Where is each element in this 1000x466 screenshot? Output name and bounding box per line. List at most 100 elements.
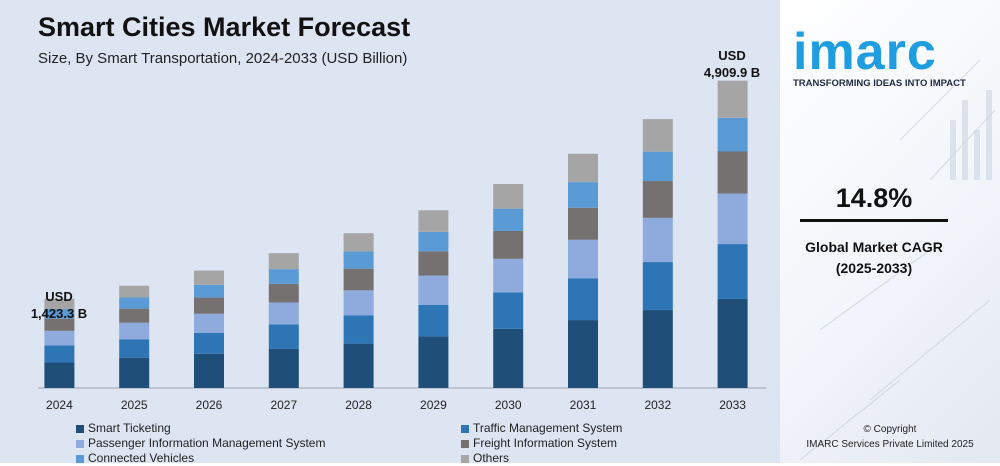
bar-segment-2031-0 — [568, 320, 598, 388]
chart-title: Smart Cities Market Forecast — [38, 12, 411, 42]
bar-segment-2033-5 — [717, 80, 748, 118]
legend-item: Connected Vehicles — [76, 451, 461, 466]
bar-segment-2029-2 — [418, 275, 449, 305]
bar-segment-2030-1 — [493, 292, 524, 329]
bar-segment-2025-5 — [119, 285, 150, 298]
legend-label: Others — [473, 451, 510, 465]
copyright-line1: © Copyright — [863, 424, 917, 435]
bar-segment-2027-0 — [268, 348, 299, 388]
legend-label: Smart Ticketing — [88, 421, 171, 435]
bar-segment-2032-1 — [642, 262, 673, 311]
start-annotation-line2: 1,423.3 B — [31, 306, 87, 321]
legend-label: Freight Information System — [473, 436, 618, 450]
bar-segment-2030-3 — [493, 230, 524, 259]
bar-segment-2024-2 — [44, 330, 75, 346]
bar-segment-2033-2 — [717, 193, 748, 245]
x-tick-label: 2024 — [46, 398, 73, 412]
brand-tagline: TRANSFORMING IDEAS INTO IMPACT — [793, 78, 966, 89]
bar-segment-2033-3 — [717, 151, 748, 194]
bar-segment-2027-3 — [268, 283, 299, 303]
bar-segment-2027-5 — [268, 253, 299, 270]
legend-swatch — [76, 439, 84, 448]
bar-segment-2032-0 — [642, 310, 673, 388]
bar-segment-2027-1 — [268, 324, 299, 349]
bar-segment-2028-3 — [343, 268, 374, 291]
bar-segment-2024-0 — [44, 362, 75, 388]
bar-segment-2024-4 — [44, 308, 75, 319]
legend-item: Others — [461, 451, 761, 466]
bar-stacks — [44, 80, 748, 388]
imarc-logo: imarc — [793, 23, 937, 81]
bar-segment-2032-3 — [642, 181, 673, 218]
bar-segment-2028-5 — [343, 233, 374, 252]
start-annotation-line1: USD — [45, 289, 72, 304]
legend-label: Traffic Management System — [473, 421, 623, 435]
bar-segment-2026-0 — [194, 353, 224, 388]
x-tick-label: 2030 — [495, 398, 522, 412]
bar-segment-2031-3 — [568, 207, 598, 240]
bar-segment-2032-5 — [642, 119, 673, 152]
x-tick-label: 2031 — [570, 398, 597, 412]
bar-segment-2031-4 — [568, 182, 598, 208]
x-tick-label: 2029 — [420, 398, 447, 412]
end-annotation-line2: 4,909.9 B — [704, 65, 760, 80]
legend-label: Passenger Information Management System — [88, 436, 326, 450]
legend-swatch — [76, 454, 84, 463]
bar-segment-2028-4 — [343, 251, 374, 269]
copyright-line2: IMARC Services Private Limited 2025 — [806, 439, 974, 450]
bar-segment-2032-4 — [642, 151, 673, 182]
bar-segment-2030-5 — [493, 183, 524, 209]
bar-segment-2024-5 — [44, 298, 75, 309]
bar-segment-2033-4 — [717, 117, 748, 152]
cagr-label-line1: Global Market CAGR — [805, 239, 943, 255]
bar-segment-2030-4 — [493, 208, 524, 231]
bar-segment-2029-4 — [418, 231, 449, 252]
bar-segment-2029-3 — [418, 251, 449, 276]
side-panel — [780, 0, 1000, 463]
bar-segment-2026-1 — [194, 332, 224, 354]
bar-segment-2026-2 — [194, 313, 224, 333]
bar-segment-2025-3 — [119, 308, 150, 323]
bar-segment-2024-3 — [44, 318, 75, 331]
background-decoration — [799, 59, 996, 461]
bar-segment-2032-2 — [642, 217, 673, 263]
bar-segment-2028-0 — [343, 343, 374, 388]
bar-segment-2031-5 — [568, 153, 598, 183]
bar-segment-2024-1 — [44, 345, 75, 363]
bar-segment-2025-0 — [119, 357, 150, 388]
x-tick-label: 2028 — [345, 398, 372, 412]
bar-segment-2029-1 — [418, 304, 449, 337]
legend-swatch — [76, 424, 84, 433]
bar-segment-2026-4 — [194, 284, 224, 298]
bar-segment-2030-2 — [493, 258, 524, 293]
end-annotation-line1: USD — [718, 48, 745, 63]
bar-segment-2029-0 — [418, 336, 449, 388]
bar-segment-2031-2 — [568, 239, 598, 279]
bar-segment-2029-5 — [418, 210, 449, 232]
bar-segment-2030-0 — [493, 328, 524, 388]
copyright: © Copyright IMARC Services Private Limit… — [790, 422, 990, 452]
x-tick-label: 2033 — [719, 398, 746, 412]
bar-segment-2028-1 — [343, 315, 374, 344]
legend-swatch — [461, 454, 469, 463]
bar-segment-2026-3 — [194, 297, 224, 314]
legend-item: Smart Ticketing — [76, 421, 461, 436]
cagr-value: 14.8% — [835, 183, 913, 213]
legend-swatch — [461, 439, 469, 448]
stacked-bar-plot: 2024 2025 2026 2027 2028 2029 2030 2031 2032 2033… — [31, 48, 766, 412]
x-tick-label: 2032 — [644, 398, 671, 412]
legend-label: Connected Vehicles — [88, 451, 195, 465]
bar-segment-2033-1 — [717, 244, 748, 299]
x-tick-label: 2025 — [121, 398, 148, 412]
bar-segment-2033-0 — [717, 298, 748, 388]
x-tick-label: 2026 — [196, 398, 223, 412]
cagr-divider — [800, 219, 948, 222]
bar-segment-2025-2 — [119, 322, 150, 340]
bar-segment-2027-2 — [268, 302, 299, 325]
x-tick-labels: 2024 2025 2026 2027 2028 2029 2030 2031 2032 2033 — [46, 398, 746, 412]
bar-segment-2025-4 — [119, 297, 150, 309]
bar-segment-2027-4 — [268, 269, 299, 284]
bar-segment-2026-5 — [194, 270, 224, 285]
legend-item: Freight Information System — [461, 436, 761, 451]
